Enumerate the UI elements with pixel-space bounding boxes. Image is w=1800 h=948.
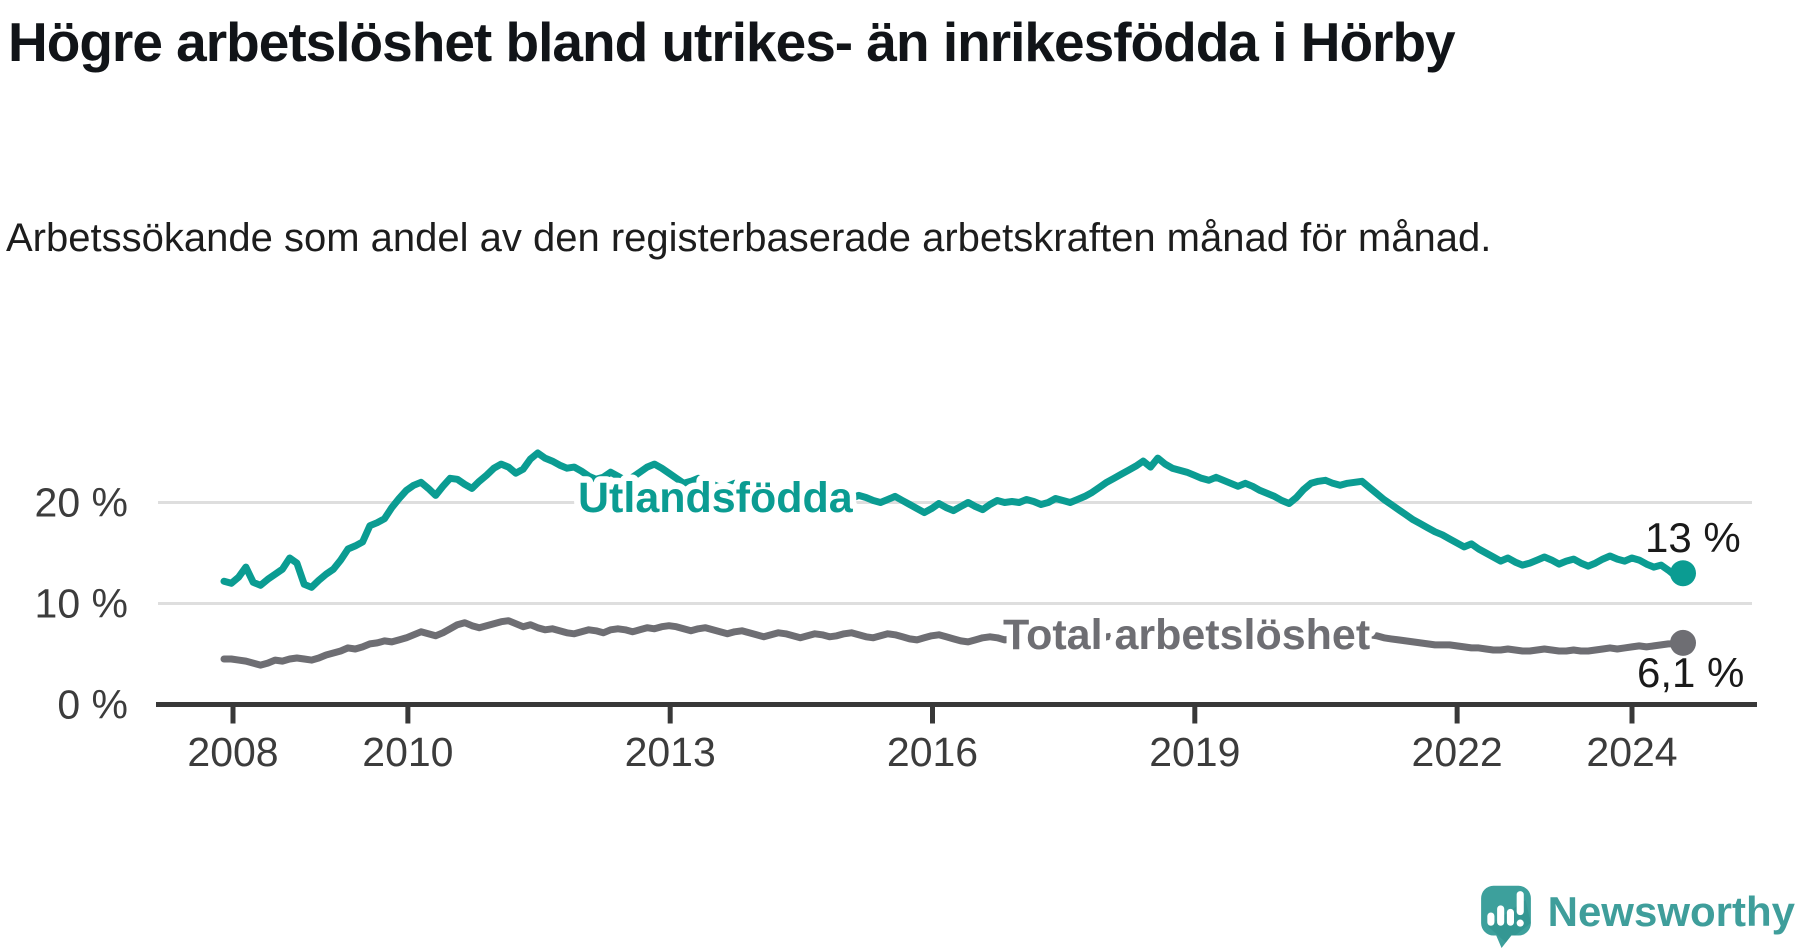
x-tick-label-2008: 2008 <box>187 729 278 775</box>
x-tick-label-2016: 2016 <box>887 729 978 775</box>
chart-title: Högre arbetslöshet bland utrikes- än inr… <box>8 11 1456 73</box>
x-tick-label-2019: 2019 <box>1149 729 1240 775</box>
x-tick-label-2022: 2022 <box>1412 729 1503 775</box>
series-end-value-label-utlandsfodda: 13 % <box>1645 514 1741 561</box>
series-end-dot-utlandsfodda <box>1670 560 1696 587</box>
series-end-value-label-total: 6,1 % <box>1637 649 1744 696</box>
newsworthy-logo: Newsworthy <box>1479 882 1795 948</box>
y-tick-label-20: 20 % <box>35 480 128 526</box>
newsworthy-wordmark: Newsworthy <box>1547 888 1795 935</box>
series-label-total-arbetsl-shet: Total arbetslöshet <box>1003 611 1370 659</box>
x-tick-label-2010: 2010 <box>362 729 453 775</box>
newsworthy-chart-bubble-icon <box>1480 885 1531 948</box>
series-line-utlandsf-dda <box>220 449 1687 591</box>
x-tick-label-2013: 2013 <box>625 729 716 775</box>
exclamation-dot <box>1516 919 1524 927</box>
y-tick-label-10: 10 % <box>35 581 128 627</box>
x-tick-label-2024: 2024 <box>1586 729 1677 775</box>
mini-bar-chart-glyph <box>1486 891 1524 927</box>
chart-subtitle: Arbetssökande som andel av den registerb… <box>6 216 1492 260</box>
series-line-total-arbetsl-shet <box>220 617 1687 669</box>
exclamation-bar <box>1516 891 1524 916</box>
series-end-dot-total <box>1670 629 1696 656</box>
y-tick-label-0: 0 % <box>57 682 128 728</box>
series-label-utlandsf-dda: Utlandsfödda <box>578 474 854 522</box>
